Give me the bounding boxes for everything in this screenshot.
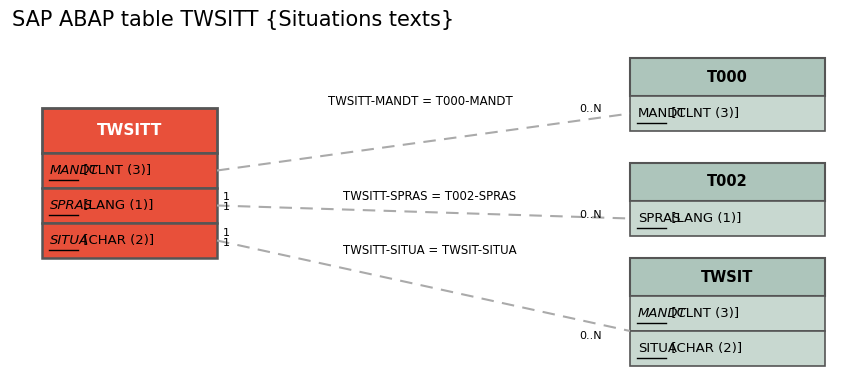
Text: MANDT: MANDT	[50, 164, 99, 177]
Text: TWSITT-MANDT = T000-MANDT: TWSITT-MANDT = T000-MANDT	[327, 95, 511, 108]
Text: 0..N: 0..N	[579, 104, 601, 113]
Text: TWSITT-SPRAS = T002-SPRAS: TWSITT-SPRAS = T002-SPRAS	[343, 190, 516, 202]
Text: 1: 1	[223, 193, 230, 202]
Text: 1: 1	[223, 227, 230, 238]
Text: TWSIT: TWSIT	[701, 270, 753, 285]
Text: 1: 1	[223, 202, 230, 213]
FancyBboxPatch shape	[42, 188, 217, 223]
Text: TWSITT-SITUA = TWSIT-SITUA: TWSITT-SITUA = TWSIT-SITUA	[343, 244, 517, 256]
Text: T000: T000	[706, 69, 747, 84]
Text: T002: T002	[706, 175, 747, 190]
Text: MANDT: MANDT	[637, 107, 685, 120]
FancyBboxPatch shape	[630, 296, 824, 331]
Text: [CLNT (3)]: [CLNT (3)]	[667, 107, 738, 120]
Text: TWSITT: TWSITT	[97, 123, 162, 138]
Text: SPRAS: SPRAS	[50, 199, 93, 212]
FancyBboxPatch shape	[42, 223, 217, 258]
Text: SAP ABAP table TWSITT {Situations texts}: SAP ABAP table TWSITT {Situations texts}	[12, 10, 453, 30]
Text: 0..N: 0..N	[579, 331, 601, 341]
Text: [CHAR (2)]: [CHAR (2)]	[78, 234, 154, 247]
Text: [CLNT (3)]: [CLNT (3)]	[78, 164, 150, 177]
Text: [LANG (1)]: [LANG (1)]	[667, 212, 741, 225]
FancyBboxPatch shape	[630, 58, 824, 96]
FancyBboxPatch shape	[630, 163, 824, 201]
Text: SITUA: SITUA	[637, 342, 676, 355]
Text: 0..N: 0..N	[579, 210, 601, 219]
FancyBboxPatch shape	[630, 258, 824, 296]
FancyBboxPatch shape	[630, 96, 824, 131]
FancyBboxPatch shape	[42, 153, 217, 188]
Text: [LANG (1)]: [LANG (1)]	[78, 199, 153, 212]
Text: [CLNT (3)]: [CLNT (3)]	[667, 307, 738, 320]
Text: SPRAS: SPRAS	[637, 212, 679, 225]
FancyBboxPatch shape	[630, 331, 824, 366]
Text: 1: 1	[223, 238, 230, 247]
Text: SITUA: SITUA	[50, 234, 89, 247]
FancyBboxPatch shape	[42, 108, 217, 153]
Text: [CHAR (2)]: [CHAR (2)]	[667, 342, 742, 355]
Text: MANDT: MANDT	[637, 307, 686, 320]
FancyBboxPatch shape	[630, 201, 824, 236]
